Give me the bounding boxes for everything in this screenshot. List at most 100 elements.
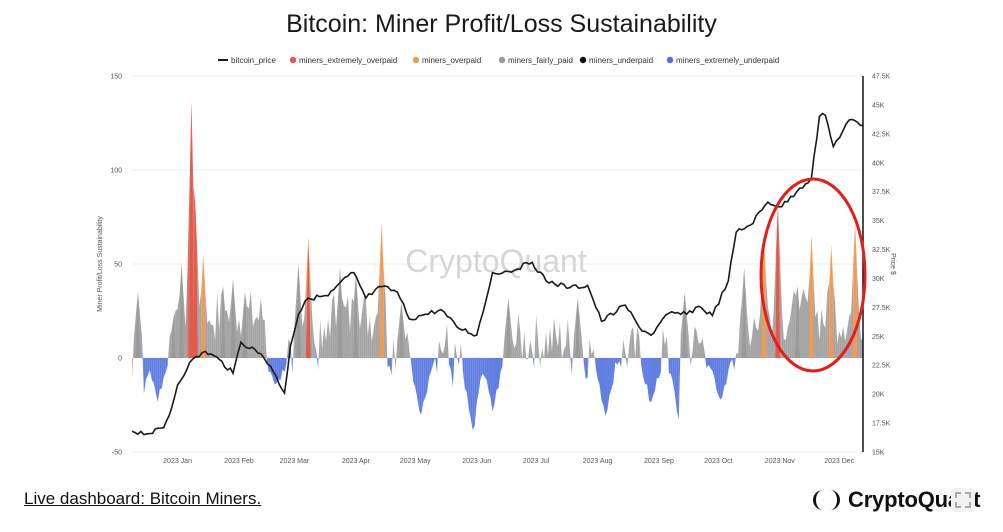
sustainability-area-segment <box>536 315 539 358</box>
y2-tick-label: 40K <box>872 160 885 167</box>
sustainability-area-segment <box>736 353 739 358</box>
sustainability-area-segment <box>801 288 804 358</box>
sustainability-area-segment <box>284 358 287 372</box>
sustainability-area-segment <box>524 331 527 360</box>
sustainability-area-segment <box>837 331 840 358</box>
sustainability-area-segment <box>304 277 307 358</box>
sustainability-area-segment <box>518 313 521 358</box>
sustainability-area-segment <box>781 306 784 358</box>
y2-tick-label: 32.5K <box>872 247 891 254</box>
sustainability-area-segment <box>425 358 428 398</box>
sustainability-area-segment <box>187 187 190 358</box>
sustainability-area-segment <box>492 358 495 412</box>
y-tick-label: 50 <box>114 262 122 269</box>
sustainability-area-segment <box>615 358 618 365</box>
live-dashboard-link[interactable]: Live dashboard: Bitcoin Miners. <box>24 489 262 508</box>
sustainability-area-segment <box>345 295 348 358</box>
sustainability-area-segment <box>373 317 376 358</box>
x-tick-label: 2023 Apr <box>342 458 371 465</box>
sustainability-area-segment <box>593 349 596 367</box>
sustainability-area-segment <box>197 255 200 358</box>
sustainability-area-segment <box>712 358 715 378</box>
sustainability-area-segment <box>316 350 319 370</box>
sustainability-area-segment <box>516 313 519 358</box>
sustainability-area-segment <box>845 330 848 358</box>
sustainability-area-segment <box>147 358 150 376</box>
sustainability-area-segment <box>817 310 820 358</box>
sustainability-area-segment <box>787 320 790 358</box>
sustainability-peak <box>230 279 236 358</box>
y-axis-label: Miner Profit/Loss Sustainability <box>97 216 104 312</box>
sustainability-area-segment <box>643 358 646 385</box>
sustainability-peak <box>682 292 688 358</box>
legend-label: miners_overpaid <box>422 56 481 65</box>
sustainability-area-segment <box>480 358 483 379</box>
sustainability-area-segment <box>490 358 493 412</box>
sustainability-area-segment <box>476 358 479 403</box>
sustainability-area-segment <box>565 318 568 358</box>
sustainability-area-segment <box>336 297 339 358</box>
y2-tick-label: 22.5K <box>872 363 891 370</box>
sustainability-area-segment <box>413 358 416 388</box>
sustainability-area-segment <box>349 297 352 358</box>
sustainability-area-segment <box>177 295 180 358</box>
sustainability-area-segment <box>389 358 392 375</box>
sustainability-area-segment <box>597 358 600 385</box>
sustainability-area-segment <box>365 297 368 358</box>
sustainability-areas <box>132 102 863 431</box>
sustainability-area-segment <box>512 337 515 358</box>
x-tick-label: 2023 Dec <box>824 458 854 465</box>
sustainability-area-segment <box>551 318 554 358</box>
sustainability-area-segment <box>312 317 315 358</box>
expand-icon[interactable] <box>950 487 976 513</box>
sustainability-area-segment <box>621 339 624 368</box>
sustainability-area-segment <box>456 356 459 366</box>
sustainability-area-segment <box>771 306 774 358</box>
sustainability-area-segment <box>470 358 473 431</box>
y-tick-label: 100 <box>110 168 122 175</box>
sustainability-area-segment <box>670 358 673 383</box>
sustainability-area-segment <box>532 351 535 369</box>
sustainability-area-segment <box>375 312 378 358</box>
sustainability-area-segment <box>779 255 782 358</box>
sustainability-area-segment <box>813 276 816 358</box>
sustainability-area-segment <box>623 339 626 358</box>
sustainability-area-segment <box>591 349 594 358</box>
sustainability-area-segment <box>698 343 701 358</box>
sustainability-peak <box>337 267 343 358</box>
y2-tick-label: 27.5K <box>872 305 891 312</box>
sustainability-area-segment <box>674 358 677 411</box>
sustainability-area-segment <box>676 358 679 420</box>
sustainability-area-segment <box>385 300 388 368</box>
x-tick-label: 2023 Feb <box>224 458 254 465</box>
sustainability-area-segment <box>240 314 243 358</box>
sustainability-peak <box>200 254 206 358</box>
sustainability-area-segment <box>696 331 699 358</box>
chart: bitcoin_price miners_extremely_overpaid mi… <box>97 56 896 465</box>
sustainability-area-segment <box>320 319 323 358</box>
sustainability-area-segment <box>157 358 160 403</box>
sustainability-area-segment <box>494 358 497 404</box>
legend-label: miners_fairly_paid <box>508 56 573 65</box>
sustainability-area-segment <box>553 318 556 358</box>
y2-tick-label: 47.5K <box>872 74 891 81</box>
sustainability-area-segment <box>359 314 362 358</box>
sustainability-area-segment <box>714 358 717 390</box>
sustainability-area-segment <box>454 343 457 358</box>
sustainability-area-segment <box>613 358 616 383</box>
legend-label: miners_extremely_overpaid <box>299 56 397 65</box>
sustainability-area-segment <box>793 290 796 358</box>
sustainability-area-segment <box>645 358 648 385</box>
sustainability-area-segment <box>149 358 152 381</box>
sustainability-area-segment <box>544 332 547 359</box>
sustainability-area-segment <box>215 292 218 358</box>
sustainability-area-segment <box>417 358 420 411</box>
sustainability-area-segment <box>718 358 721 400</box>
sustainability-area-segment <box>700 338 703 358</box>
y2-tick-label: 20K <box>872 392 885 399</box>
sustainability-area-segment <box>330 300 333 358</box>
sustainability-area-segment <box>405 332 408 358</box>
sustainability-area-segment <box>302 317 305 358</box>
sustainability-area-segment <box>637 327 640 358</box>
sustainability-area-segment <box>668 358 671 375</box>
